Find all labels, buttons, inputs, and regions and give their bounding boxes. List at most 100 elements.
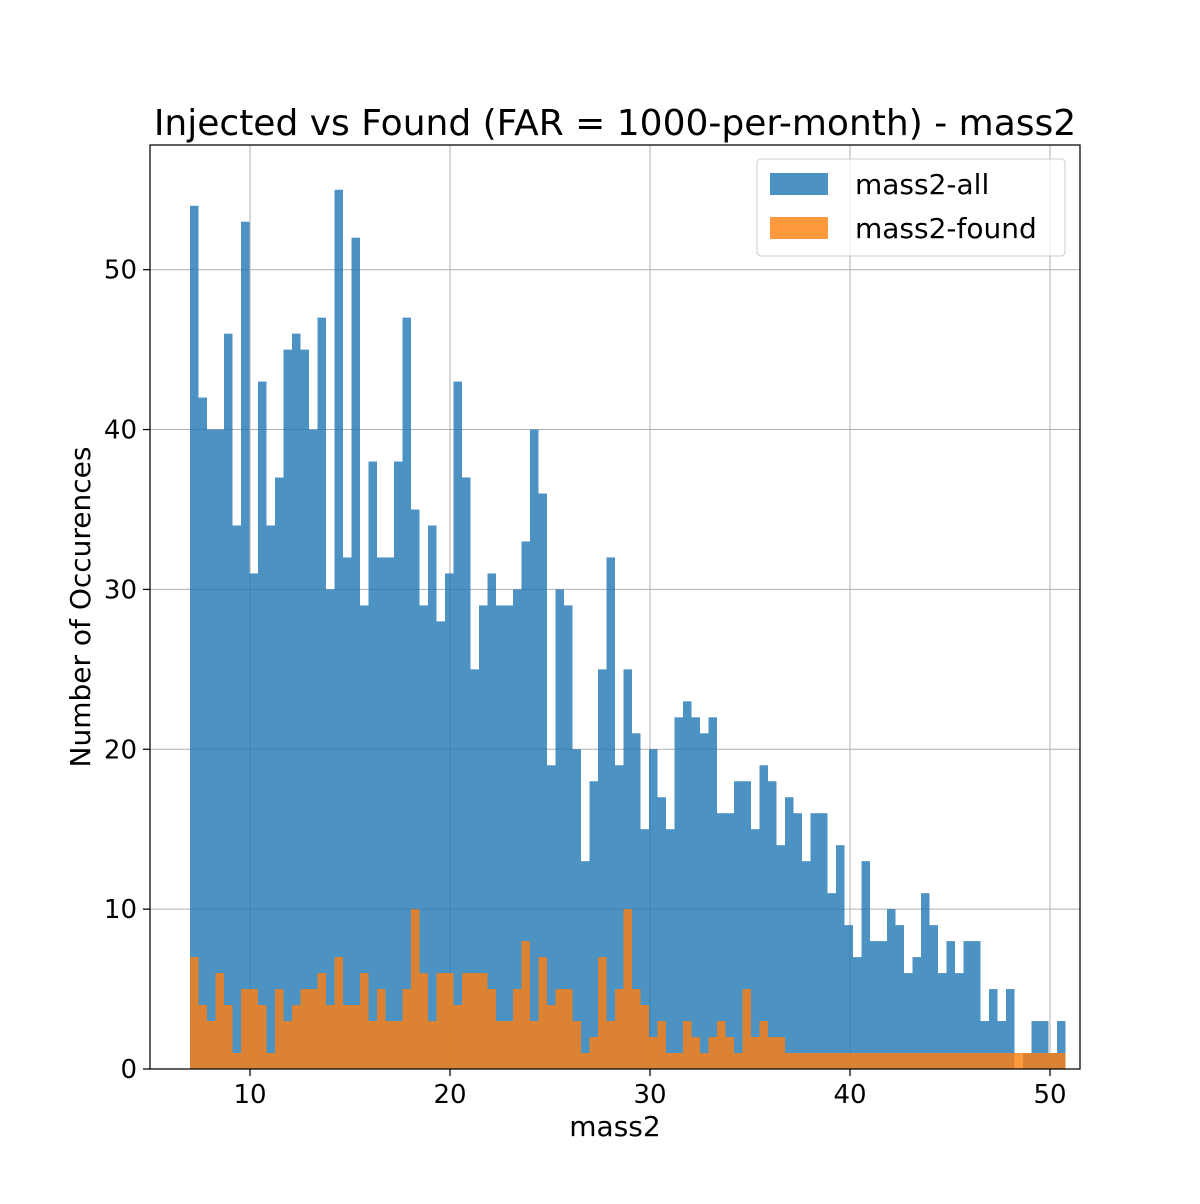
bar-mass2-all (717, 813, 726, 1069)
bar-mass2-all (513, 589, 522, 1069)
bar-mass2-found (972, 1053, 981, 1069)
bar-mass2-all (428, 525, 437, 1069)
bar-mass2-found (385, 1021, 394, 1069)
bar-mass2-all (326, 589, 335, 1069)
bar-mass2-all (844, 925, 853, 1069)
bar-mass2-all (836, 845, 845, 1069)
bar-mass2-found (921, 1053, 930, 1069)
bar-mass2-found (853, 1053, 862, 1069)
bar-mass2-found (292, 1005, 301, 1069)
bar-mass2-all (946, 941, 955, 1069)
x-tick-label: 30 (633, 1080, 666, 1110)
bar-mass2-all (785, 797, 794, 1069)
bar-mass2-found (521, 941, 530, 1069)
series-mass2-all (190, 189, 1066, 1070)
bar-mass2-all (589, 781, 598, 1069)
bar-mass2-all (232, 525, 241, 1069)
x-axis-label: mass2 (569, 1110, 660, 1143)
bar-mass2-all (283, 349, 292, 1070)
bar-layer (190, 189, 1066, 1070)
bar-mass2-all (436, 621, 445, 1069)
bar-mass2-found (904, 1053, 913, 1069)
bar-mass2-all (598, 669, 607, 1069)
bar-mass2-found (878, 1053, 887, 1069)
bar-mass2-all (470, 669, 479, 1069)
bar-mass2-found (946, 1053, 955, 1069)
bar-mass2-found (785, 1053, 794, 1069)
bar-mass2-found (334, 957, 343, 1069)
bar-mass2-all (385, 557, 394, 1069)
bar-mass2-found (275, 989, 284, 1069)
y-tick-label: 20 (104, 735, 137, 765)
y-axis-label: Number of Occurences (64, 447, 97, 768)
bar-mass2-found (368, 1021, 377, 1069)
bar-mass2-all (691, 717, 700, 1069)
bar-mass2-all (1031, 1021, 1040, 1069)
bar-mass2-all (564, 605, 573, 1069)
bar-mass2-all (496, 605, 505, 1069)
bar-mass2-all (997, 1021, 1006, 1069)
bar-mass2-found (249, 989, 258, 1069)
bar-mass2-found (445, 973, 454, 1069)
bar-mass2-all (249, 573, 258, 1069)
y-tick-label: 10 (104, 895, 137, 925)
bar-mass2-found (207, 1021, 216, 1069)
bar-mass2-found (504, 1021, 513, 1069)
bar-mass2-found (649, 1037, 658, 1069)
bar-mass2-all (955, 973, 964, 1069)
bar-mass2-all (581, 861, 590, 1069)
bar-mass2-found (615, 989, 624, 1069)
x-tick-label: 50 (1033, 1080, 1066, 1110)
bar-mass2-all (317, 317, 326, 1069)
bar-mass2-all (810, 813, 819, 1069)
bar-mass2-found (419, 973, 428, 1069)
bar-mass2-found (657, 1021, 666, 1069)
bar-mass2-found (564, 989, 573, 1069)
plot-frame (149, 144, 1081, 1070)
bar-mass2-found (402, 989, 411, 1069)
bar-mass2-found (198, 1005, 207, 1069)
bar-mass2-all (479, 605, 488, 1069)
bar-mass2-all (462, 477, 471, 1070)
bar-mass2-found (215, 973, 224, 1069)
bar-mass2-all (292, 333, 301, 1069)
bar-mass2-all (904, 973, 913, 1069)
legend-swatch-mass2-all (770, 173, 828, 195)
bar-mass2-found (589, 1037, 598, 1069)
bar-mass2-found (1048, 1053, 1057, 1069)
bar-mass2-all (776, 845, 785, 1069)
bar-mass2-found (224, 1005, 233, 1069)
legend-box (756, 158, 1066, 257)
bar-mass2-found (793, 1053, 802, 1069)
chart-title: Injected vs Found (FAR = 1000-per-month)… (154, 103, 1076, 144)
bar-mass2-found (555, 989, 564, 1069)
bar-mass2-all (683, 701, 692, 1069)
bar-mass2-all (887, 909, 896, 1069)
bar-mass2-all (368, 461, 377, 1069)
legend-label-mass2-found: mass2-found (855, 212, 1037, 245)
bar-mass2-all (266, 525, 275, 1069)
x-tick-label: 20 (433, 1080, 466, 1110)
bar-mass2-found (623, 909, 632, 1069)
bar-mass2-found (751, 1037, 760, 1069)
y-tick-label: 50 (104, 256, 137, 286)
bar-mass2-found (768, 1037, 777, 1069)
bar-mass2-found (717, 1021, 726, 1069)
bar-mass2-all (895, 925, 904, 1069)
bar-mass2-all (708, 717, 717, 1069)
bar-mass2-found (598, 957, 607, 1069)
bar-mass2-found (640, 1005, 649, 1069)
bar-mass2-all (700, 733, 709, 1069)
bar-mass2-found (487, 989, 496, 1069)
bar-mass2-all (487, 573, 496, 1069)
bar-mass2-found (258, 1005, 267, 1069)
bar-mass2-found (470, 973, 479, 1069)
bar-mass2-found (232, 1053, 241, 1069)
bar-mass2-all (224, 333, 233, 1069)
bar-mass2-found (547, 1005, 556, 1069)
bar-mass2-found (190, 957, 199, 1069)
bar-mass2-found (283, 1021, 292, 1069)
bar-mass2-found (802, 1053, 811, 1069)
bar-mass2-all (666, 829, 675, 1069)
